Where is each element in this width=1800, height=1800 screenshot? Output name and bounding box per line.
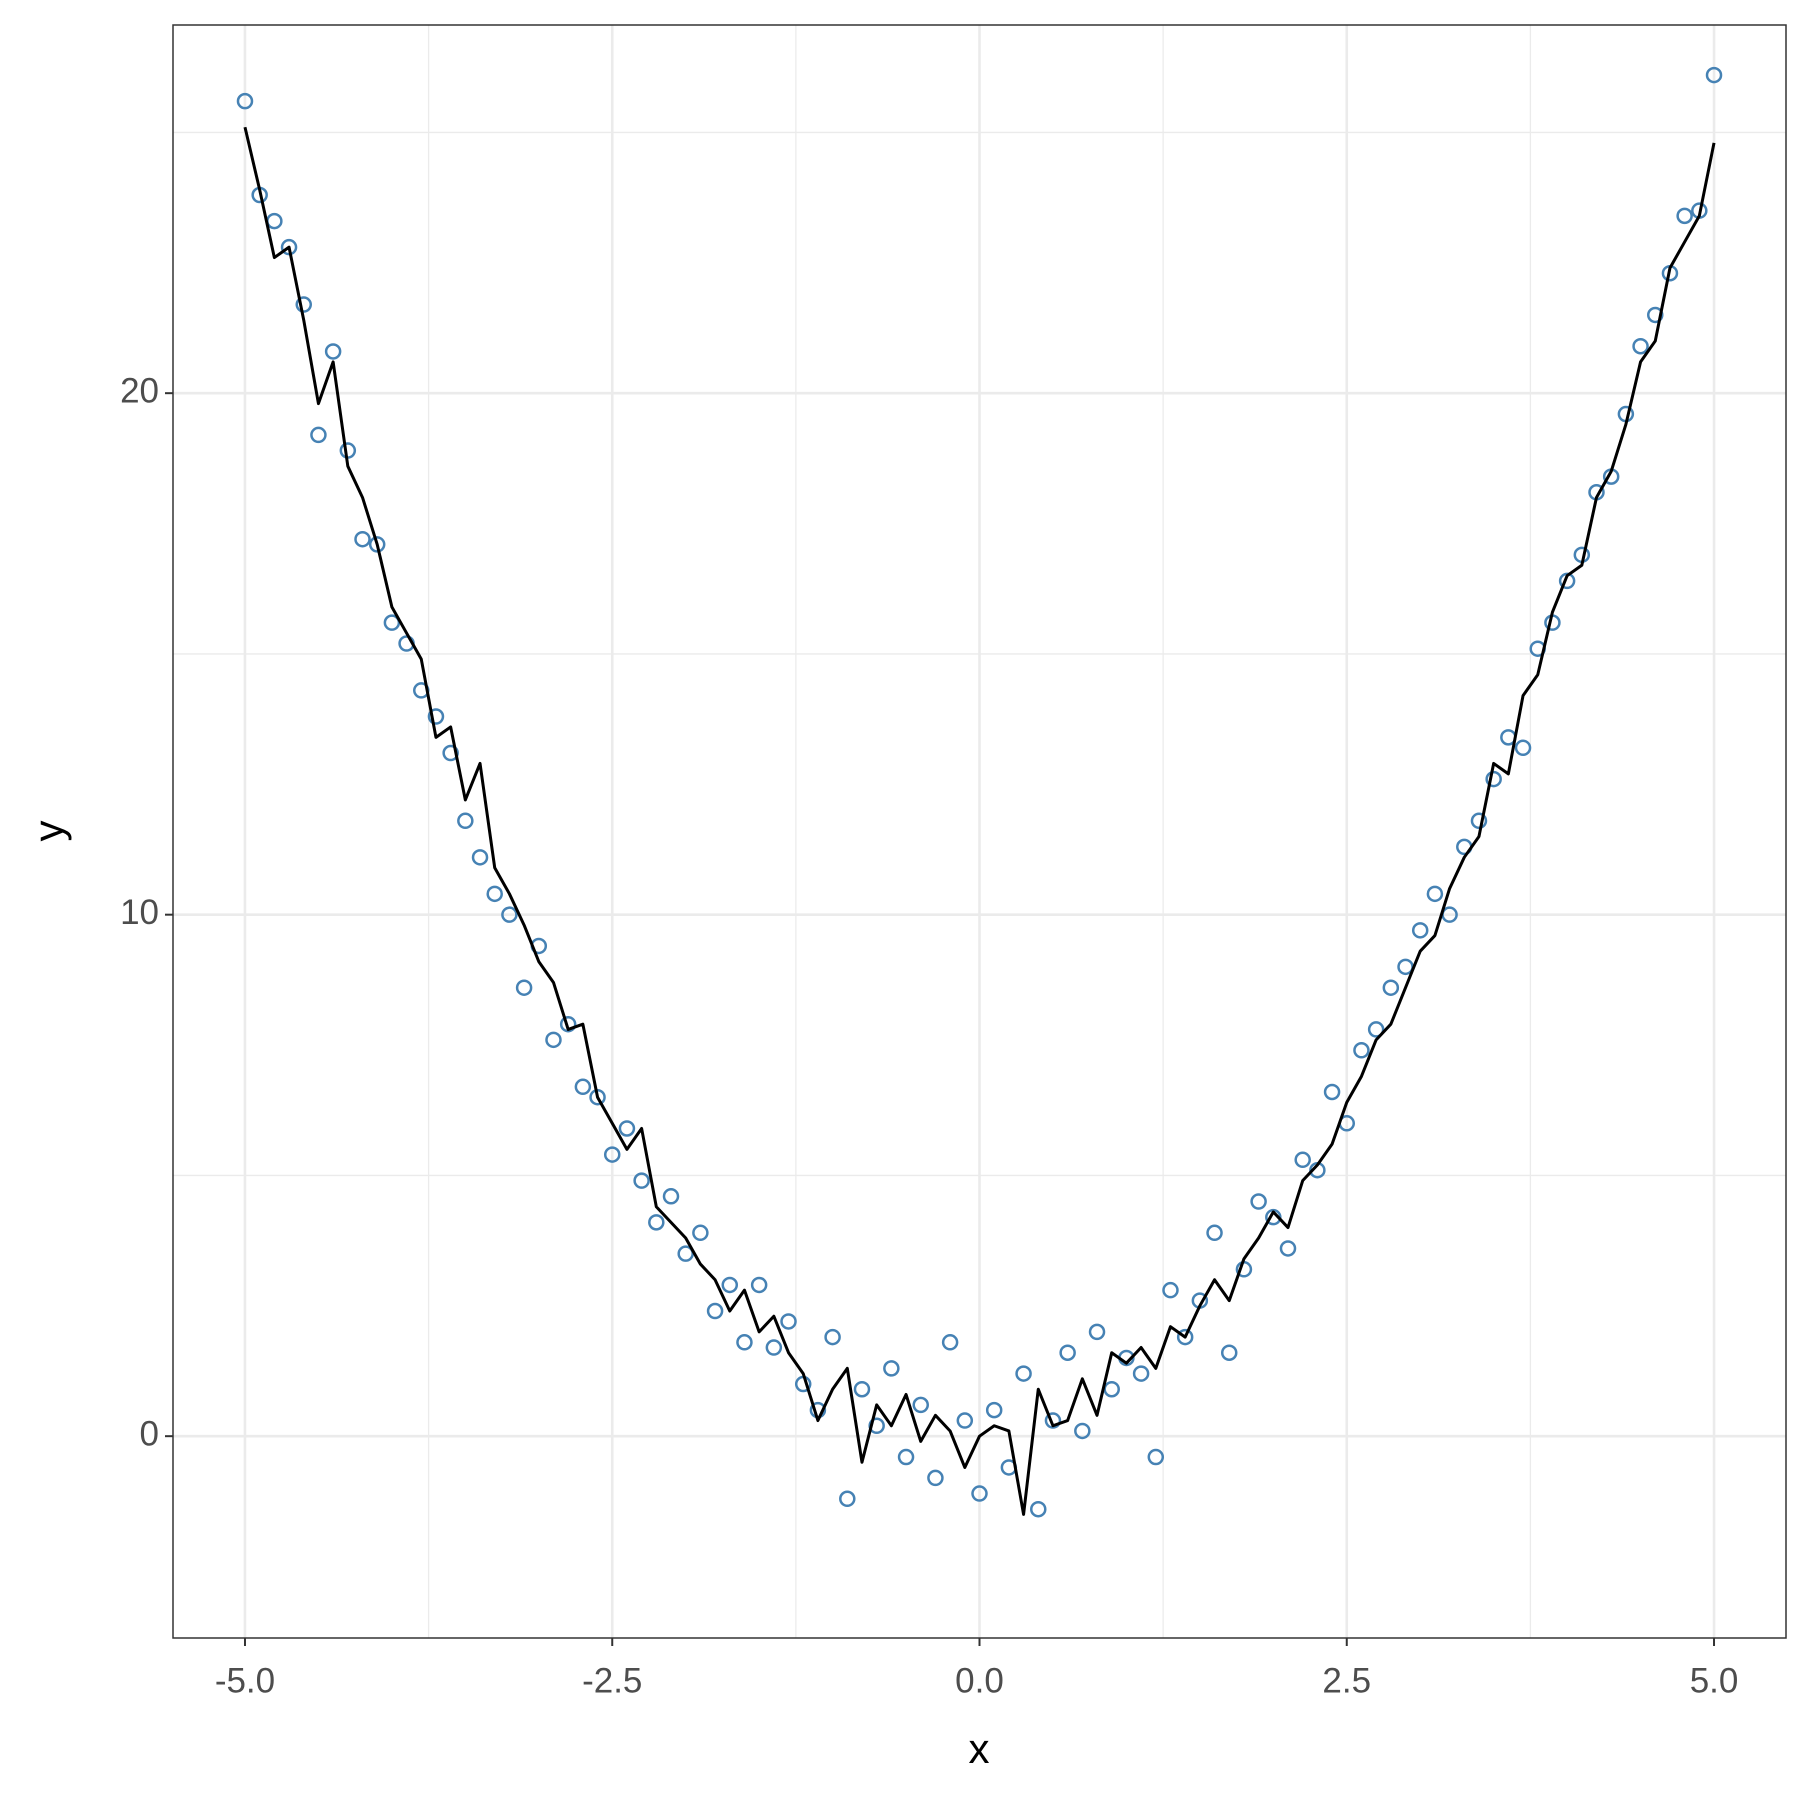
point xyxy=(985,1401,1003,1419)
point xyxy=(457,812,474,830)
point xyxy=(1323,1083,1341,1101)
point xyxy=(545,1031,562,1049)
point xyxy=(1382,979,1400,996)
point xyxy=(486,885,503,903)
point xyxy=(295,296,312,313)
point xyxy=(868,1417,885,1434)
point xyxy=(1103,1380,1120,1398)
point xyxy=(1632,337,1649,355)
point xyxy=(603,1146,621,1163)
point xyxy=(324,343,342,360)
point xyxy=(839,1490,856,1508)
x-axis-title: x xyxy=(969,1725,990,1772)
point xyxy=(1514,739,1532,757)
point xyxy=(765,1339,783,1356)
point xyxy=(692,1224,709,1242)
point xyxy=(368,536,386,553)
point xyxy=(677,1245,694,1262)
point xyxy=(1411,922,1429,939)
panel-border xyxy=(172,24,1787,1639)
point xyxy=(941,1334,959,1351)
x-tick-label: 0.0 xyxy=(955,1661,1004,1700)
point xyxy=(471,849,489,866)
point xyxy=(1206,1224,1223,1242)
y-tick-label: 0 xyxy=(140,1414,159,1453)
point xyxy=(956,1412,974,1429)
point xyxy=(574,1078,592,1096)
x-tick-label: -2.5 xyxy=(582,1661,642,1700)
point xyxy=(1470,812,1488,830)
point xyxy=(1030,1500,1047,1518)
point xyxy=(559,1015,577,1033)
point xyxy=(1426,885,1444,903)
point xyxy=(883,1360,900,1377)
point xyxy=(927,1469,944,1487)
point xyxy=(853,1380,871,1398)
point xyxy=(1044,1412,1062,1429)
point xyxy=(971,1485,988,1502)
x-tick-label: 5.0 xyxy=(1690,1661,1739,1700)
point xyxy=(1059,1344,1076,1361)
point xyxy=(383,614,401,631)
point xyxy=(1647,306,1664,324)
point xyxy=(1485,770,1502,788)
point xyxy=(1015,1365,1032,1382)
point xyxy=(1220,1344,1238,1361)
point xyxy=(427,708,445,725)
y-tick-label: 10 xyxy=(120,893,159,932)
point xyxy=(442,744,459,762)
point xyxy=(1176,1328,1194,1346)
point xyxy=(633,1172,650,1189)
x-tick-label: -5.0 xyxy=(215,1661,275,1700)
point xyxy=(1294,1151,1311,1169)
point xyxy=(1279,1240,1297,1257)
point xyxy=(736,1334,753,1351)
point xyxy=(750,1276,768,1294)
line xyxy=(243,126,1716,1516)
point xyxy=(1367,1021,1385,1038)
point xyxy=(1147,1448,1165,1466)
y-axis-title: y xyxy=(25,821,72,842)
point xyxy=(648,1214,665,1231)
point xyxy=(1132,1365,1150,1382)
point xyxy=(515,979,533,996)
y-tick-label: 20 xyxy=(120,371,159,410)
point xyxy=(310,426,327,444)
point xyxy=(1162,1281,1179,1299)
point xyxy=(501,906,518,923)
point xyxy=(1265,1208,1282,1226)
point xyxy=(706,1302,724,1320)
point xyxy=(912,1396,929,1414)
point xyxy=(662,1188,680,1205)
point xyxy=(1705,66,1723,84)
point xyxy=(780,1313,797,1330)
point xyxy=(1353,1042,1370,1059)
x-tick-label: 2.5 xyxy=(1322,1661,1371,1700)
point xyxy=(1088,1323,1106,1341)
point xyxy=(721,1276,739,1294)
point xyxy=(1074,1422,1091,1440)
point xyxy=(897,1448,915,1466)
point xyxy=(1250,1193,1267,1210)
point xyxy=(1676,207,1693,225)
point xyxy=(824,1328,841,1346)
point xyxy=(236,92,254,110)
point xyxy=(618,1120,636,1137)
point xyxy=(354,530,371,548)
